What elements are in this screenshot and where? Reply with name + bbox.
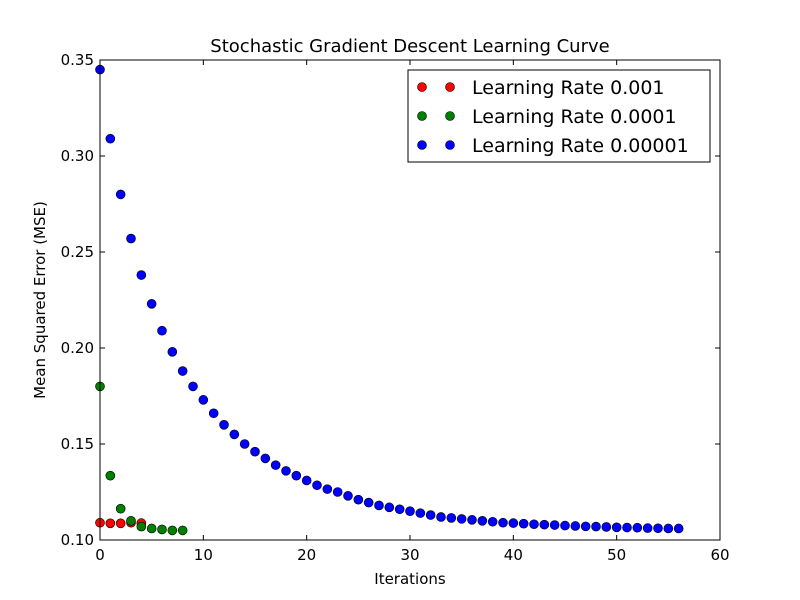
data-point-lr-000001 [456, 514, 467, 524]
x-tick-label: 30 [400, 546, 419, 564]
data-point-lr-000001 [301, 475, 312, 486]
x-tick-label: 0 [95, 546, 105, 564]
data-point-lr-000001 [177, 366, 188, 376]
data-point-lr-00001 [157, 524, 167, 535]
data-point-lr-000001 [518, 518, 529, 529]
data-point-lr-00001 [167, 525, 178, 536]
x-axis-label: Iterations [374, 570, 446, 588]
y-tick-label: 0.25 [61, 243, 94, 261]
data-point-lr-00001 [136, 521, 147, 532]
data-point-lr-000001 [115, 189, 126, 200]
data-point-lr-000001 [591, 521, 601, 532]
data-point-lr-000001 [405, 506, 415, 517]
x-tick-label: 60 [710, 546, 729, 564]
x-tick-label: 50 [607, 546, 626, 564]
plot-frame [99, 59, 721, 541]
data-point-lr-000001 [632, 522, 643, 533]
data-point-lr-000001 [394, 504, 405, 515]
data-point-lr-000001 [508, 518, 519, 528]
data-point-lr-000001 [642, 523, 653, 533]
legend-marker-lr-00001-a [417, 111, 427, 121]
data-point-lr-000001 [198, 395, 209, 405]
data-point-lr-000001 [539, 519, 550, 530]
x-tick-label: 10 [194, 546, 213, 564]
legend-marker-lr-0001-b [445, 82, 455, 92]
data-point-lr-000001 [322, 484, 333, 494]
data-point-lr-000001 [415, 508, 426, 518]
data-point-lr-000001 [611, 522, 622, 533]
y-axis-label: Mean Squared Error (MSE) [31, 201, 49, 399]
legend-marker-lr-00001-b [445, 111, 455, 121]
points-layer [95, 64, 684, 536]
data-point-lr-000001 [601, 522, 612, 532]
y-tick-label: 0.30 [61, 147, 94, 165]
data-point-lr-000001 [219, 419, 229, 430]
data-point-lr-00001 [177, 525, 188, 536]
data-point-lr-000001 [208, 408, 219, 419]
data-point-lr-00001 [126, 515, 136, 526]
y-tick-label: 0.10 [61, 531, 94, 549]
data-point-lr-000001 [477, 515, 488, 526]
legend: Learning Rate 0.001 Learning Rate 0.0001… [407, 69, 711, 163]
ticks-layer: 0 10 20 30 40 50 60 0.10 0.15 0.20 0.25 0.30 0.35 [61, 51, 730, 564]
data-point-lr-000001 [363, 497, 374, 508]
data-point-lr-000001 [622, 522, 632, 533]
data-point-lr-000001 [353, 494, 364, 505]
data-point-lr-000001 [312, 480, 322, 491]
data-point-lr-000001 [136, 270, 147, 280]
legend-marker-lr-000001-b [445, 140, 455, 150]
legend-marker-lr-000001-a [417, 140, 427, 150]
data-point-lr-000001 [384, 502, 395, 513]
data-point-lr-000001 [487, 516, 498, 527]
legend-label-lr-0001: Learning Rate 0.001 [472, 77, 665, 99]
x-tick-label: 40 [504, 546, 523, 564]
data-point-lr-00001 [105, 470, 116, 481]
legend-label-lr-000001: Learning Rate 0.00001 [472, 135, 689, 157]
legend-marker-lr-0001-a [417, 82, 427, 92]
y-tick-label: 0.35 [61, 51, 94, 69]
data-point-lr-000001 [239, 439, 250, 449]
data-point-lr-000001 [291, 470, 302, 481]
data-point-lr-000001 [188, 381, 198, 392]
data-point-lr-000001 [549, 520, 560, 530]
data-point-lr-000001 [570, 521, 581, 531]
legend-label-lr-00001: Learning Rate 0.0001 [472, 106, 677, 128]
data-point-lr-000001 [580, 521, 591, 532]
y-tick-label: 0.15 [61, 435, 94, 453]
data-point-lr-000001 [126, 233, 136, 244]
data-point-lr-000001 [157, 325, 167, 336]
data-point-lr-000001 [436, 512, 446, 522]
data-point-lr-000001 [332, 487, 343, 497]
data-point-lr-000001 [374, 500, 384, 511]
data-point-lr-000001 [425, 510, 436, 520]
data-point-lr-000001 [446, 513, 457, 523]
data-point-lr-000001 [529, 519, 539, 530]
data-point-lr-000001 [270, 460, 281, 470]
data-point-lr-000001 [146, 299, 157, 309]
data-point-lr-000001 [167, 347, 178, 357]
data-point-lr-000001 [250, 446, 260, 457]
data-point-lr-000001 [343, 491, 353, 501]
data-point-lr-000001 [105, 133, 116, 144]
x-tick-label: 20 [297, 546, 316, 564]
data-point-lr-00001 [146, 523, 157, 534]
legend-box [407, 69, 711, 163]
data-point-lr-000001 [260, 453, 271, 464]
data-point-lr-000001 [673, 523, 684, 534]
data-point-lr-00001 [115, 503, 126, 514]
y-tick-label: 0.20 [61, 339, 94, 357]
data-point-lr-000001 [498, 517, 508, 528]
data-point-lr-000001 [281, 466, 291, 476]
data-point-lr-000001 [663, 523, 674, 534]
data-point-lr-000001 [653, 523, 663, 534]
data-point-lr-000001 [467, 515, 477, 525]
data-point-lr-000001 [560, 520, 570, 531]
data-point-lr-0001 [105, 518, 116, 529]
data-point-lr-000001 [229, 429, 240, 440]
chart-title: Stochastic Gradient Descent Learning Cur… [210, 36, 609, 57]
data-point-lr-0001 [115, 518, 126, 529]
